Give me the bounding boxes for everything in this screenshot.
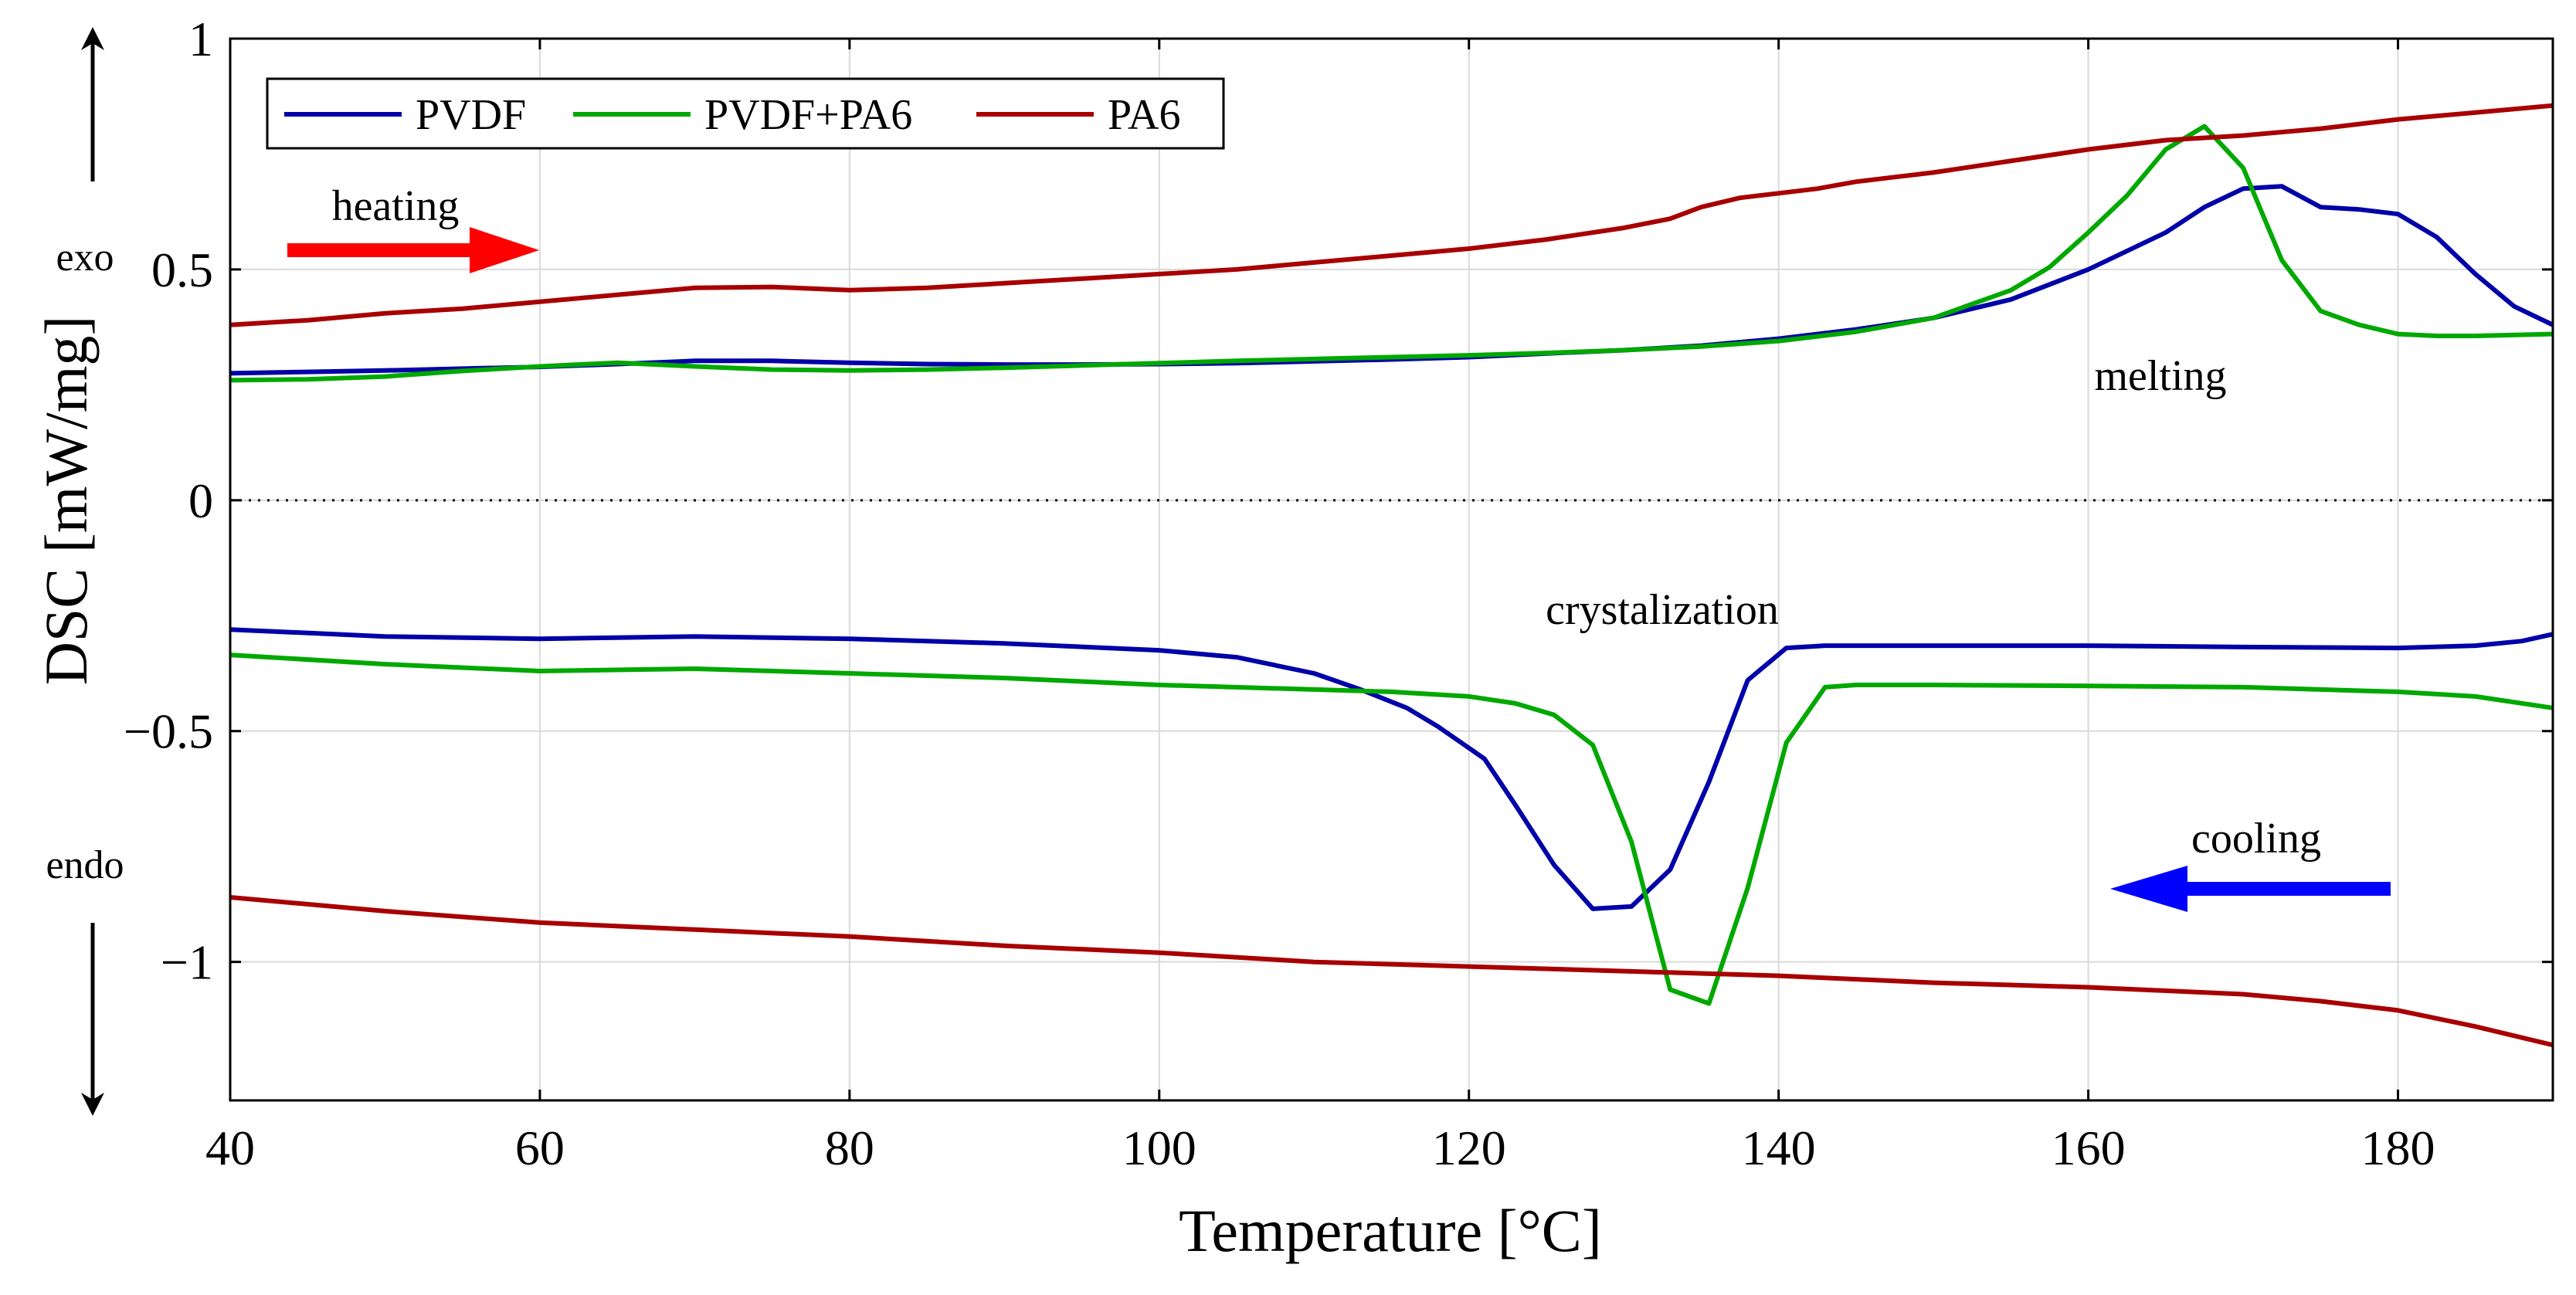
crystalization-label: crystalization [1546,586,1779,634]
legend: PVDF PVDF+PA6 PA6 [266,77,1225,150]
cooling-arrow [2110,866,2391,912]
series-line-pvdf-heating [229,184,2554,376]
legend-label-pvdf: PVDF [416,91,526,139]
series-line-pvdf-pa6-heating [229,124,2554,383]
x-tick-label: 60 [515,1120,565,1175]
grid [229,38,2553,1100]
x-tick-label: 160 [2052,1120,2126,1175]
y-tick-label: 0.5 [151,242,213,297]
legend-label-pa6: PA6 [1108,91,1180,139]
series-line-pa6-cooling [229,895,2554,1048]
heating-arrow [287,227,539,273]
endo-label: endo [46,843,124,887]
y-tick-label: −1 [161,935,213,990]
y-axis-label: DSC [mW/mg] [32,316,100,686]
series-line-pvdf-pa6-cooling [229,653,2554,1006]
series-line-pa6-heating [229,103,2554,327]
x-tick-label: 140 [1742,1120,1816,1175]
y-tick-label: 1 [188,12,213,66]
legend-label-pvdf-pa6: PVDF+PA6 [704,91,912,139]
series-line-pvdf-cooling [229,627,2554,911]
exo-label: exo [56,236,114,280]
x-tick-label: 120 [1432,1120,1506,1175]
heating-label: heating [332,182,460,230]
x-tick-label: 80 [825,1120,874,1175]
x-tick-label: 40 [205,1120,255,1175]
x-tick-label: 100 [1122,1120,1196,1175]
x-axis-label: Temperature [°C] [1179,1197,1602,1264]
melting-label: melting [2094,352,2226,400]
plot-frame [229,37,2554,1102]
x-tick-label: 180 [2361,1120,2435,1175]
y-axis: 1 0.5 0 −0.5 −1 [124,12,2553,990]
cooling-label: cooling [2191,815,2321,863]
series-group [229,103,2554,1048]
y-tick-label: 0 [188,473,213,528]
y-tick-label: −0.5 [124,704,213,759]
x-axis: 40 60 80 100 120 140 160 180 [205,39,2435,1175]
